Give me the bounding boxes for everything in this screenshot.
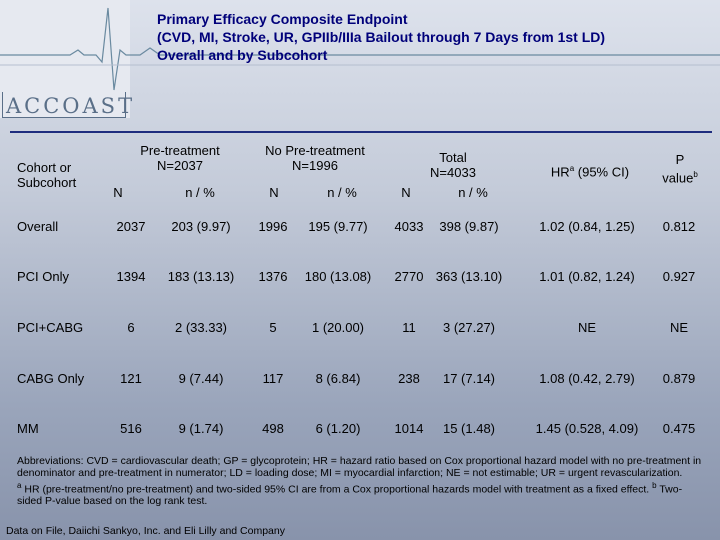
row-label: PCI+CABG <box>17 320 84 335</box>
header-no-pretreatment: No Pre-treatment N=1996 <box>245 143 385 173</box>
ecg-line-icon <box>0 7 720 91</box>
nopre-n: 117 <box>262 371 284 386</box>
header-pre-pct: n / % <box>185 185 215 200</box>
row-label: CABG Only <box>17 371 85 386</box>
pre-pct: 9 (7.44) <box>178 371 224 386</box>
total-n: 1014 <box>394 421 424 436</box>
header-total: Total N=4033 <box>403 150 503 180</box>
p-value: 0.812 <box>662 219 696 234</box>
pre-pct: 203 (9.97) <box>171 219 231 234</box>
total-n: 4033 <box>394 219 424 234</box>
footnote-a-mark: a <box>17 480 22 490</box>
hr-ci: NE <box>577 320 597 335</box>
header-total-line2: N=4033 <box>430 165 476 180</box>
header-nopre-n: N <box>269 185 279 200</box>
nopre-n: 1996 <box>258 219 288 234</box>
row-label: Overall <box>17 219 59 234</box>
total-pct: 363 (13.10) <box>435 269 503 284</box>
header-p-value: P valueb <box>650 152 710 185</box>
header-p-line2: valueb <box>650 167 710 185</box>
footnote-a-text: HR (pre-treatment/no pre-treatment) and … <box>21 483 653 496</box>
header-p-line2-text: value <box>662 170 694 186</box>
header-pretreatment-line1: Pre-treatment <box>140 143 220 158</box>
pre-n: 121 <box>120 371 142 386</box>
p-value: 0.475 <box>662 421 696 436</box>
header-pretreatment-line2: N=2037 <box>157 158 203 173</box>
header-p-sup: b <box>693 170 698 179</box>
hr-ci: 1.02 (0.84, 1.25) <box>539 219 635 234</box>
footnote-b-mark: b <box>652 480 657 490</box>
nopre-n: 5 <box>269 320 277 335</box>
header-pretreatment: Pre-treatment N=2037 <box>110 143 250 173</box>
logo: ACCOAST <box>6 94 136 118</box>
total-pct: 17 (7.14) <box>442 371 496 386</box>
total-n: 11 <box>402 320 416 335</box>
logo-frame <box>2 92 126 118</box>
footnote-notes: a HR (pre-treatment/no pre-treatment) an… <box>17 480 707 508</box>
header-cohort-line1: Cohort or <box>17 160 72 175</box>
hr-ci: 1.08 (0.42, 2.79) <box>539 371 635 386</box>
header-total-line1: Total <box>439 150 467 165</box>
pre-n: 2037 <box>116 219 146 234</box>
pre-n: 1394 <box>116 269 146 284</box>
nopre-pct: 6 (1.20) <box>315 421 361 436</box>
nopre-pct: 1 (20.00) <box>311 320 365 335</box>
header-hr: HRa (95% CI) <box>520 161 660 179</box>
p-value: 0.927 <box>662 269 696 284</box>
nopre-n: 1376 <box>258 269 288 284</box>
row-label: MM <box>17 421 39 436</box>
total-pct: 398 (9.87) <box>439 219 499 234</box>
pre-n: 6 <box>127 320 135 335</box>
nopre-pct: 195 (9.77) <box>308 219 368 234</box>
pre-pct: 9 (1.74) <box>178 421 224 436</box>
title-line-1: Primary Efficacy Composite Endpoint <box>157 11 408 27</box>
footnote-b-text: Two-sided P-value based on the log rank … <box>17 483 683 508</box>
pre-pct: 2 (33.33) <box>174 320 228 335</box>
total-n: 2770 <box>394 269 424 284</box>
title-line-3: Overall and by Subcohort <box>157 47 328 63</box>
header-hr-rest: (95% CI) <box>574 164 630 180</box>
header-no-pretreatment-line1: No Pre-treatment <box>265 143 365 158</box>
header-nopre-pct: n / % <box>327 185 357 200</box>
nopre-n: 498 <box>262 421 284 436</box>
page-title: Primary Efficacy Composite Endpoint (CVD… <box>157 10 717 64</box>
header-hr-sup: a <box>569 164 575 173</box>
pre-n: 516 <box>120 421 142 436</box>
title-line-2: (CVD, MI, Stroke, UR, GPIIb/IIIa Bailout… <box>157 29 606 45</box>
nopre-pct: 8 (6.84) <box>315 371 361 386</box>
total-pct: 3 (27.27) <box>442 320 496 335</box>
source-note: Data on File, Daiichi Sankyo, Inc. and E… <box>6 525 285 537</box>
pre-pct: 183 (13.13) <box>167 269 235 284</box>
total-pct: 15 (1.48) <box>442 421 496 436</box>
header-cohort-line2: Subcohort <box>17 175 77 190</box>
header-hr-text: HR <box>550 164 570 180</box>
nopre-pct: 180 (13.08) <box>304 269 372 284</box>
header-total-n: N <box>401 185 411 200</box>
header-cohort: Cohort or Subcohort <box>17 160 117 190</box>
total-n: 238 <box>398 371 420 386</box>
header-pre-n: N <box>113 185 123 200</box>
p-value: 0.879 <box>662 371 696 386</box>
header-divider <box>10 131 712 133</box>
p-value: NE <box>669 320 689 335</box>
hr-ci: 1.01 (0.82, 1.24) <box>539 269 635 284</box>
footnote: Abbreviations: CVD = cardiovascular deat… <box>17 455 707 508</box>
footnote-abbreviations: Abbreviations: CVD = cardiovascular deat… <box>17 455 702 480</box>
header-total-pct: n / % <box>458 185 488 200</box>
hr-ci: 1.45 (0.528, 4.09) <box>535 421 639 436</box>
header-no-pretreatment-line2: N=1996 <box>292 158 338 173</box>
header-p-line1: P <box>675 152 685 167</box>
row-label: PCI Only <box>17 269 70 284</box>
